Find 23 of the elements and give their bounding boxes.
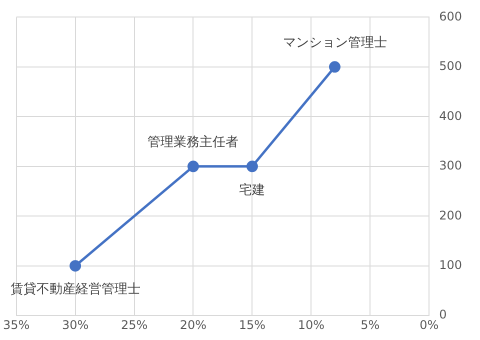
y-tick-label: 300 — [439, 158, 462, 173]
point — [246, 160, 258, 172]
x-tick-label: 5% — [360, 318, 380, 332]
x-tick-label: 35% — [3, 318, 30, 332]
y-tick-label: 400 — [439, 108, 462, 123]
x-tick-label: 30% — [62, 318, 89, 332]
y-tick-label: 100 — [439, 258, 462, 272]
annotation: 賃貸不動産経営管理士 — [10, 281, 140, 298]
annotation: 管理業務主任者 — [148, 134, 239, 150]
y-tick-label: 500 — [439, 59, 462, 74]
point — [187, 160, 199, 172]
annotation: マンション管理士 — [282, 35, 387, 50]
y-tick-label: 0 — [439, 308, 447, 322]
x-tick-label: 10% — [298, 318, 324, 332]
y-tick-label: 600 — [439, 9, 462, 24]
point — [329, 61, 340, 73]
x-tick-label: 15% — [238, 318, 266, 332]
y-tick-label: 200 — [439, 208, 462, 222]
point — [70, 260, 82, 272]
x-tick-label: 25% — [120, 318, 148, 332]
x-tick-label: 0% — [420, 318, 439, 332]
x-tick-label: 20% — [180, 318, 207, 332]
annotation: 宅建 — [239, 182, 266, 198]
